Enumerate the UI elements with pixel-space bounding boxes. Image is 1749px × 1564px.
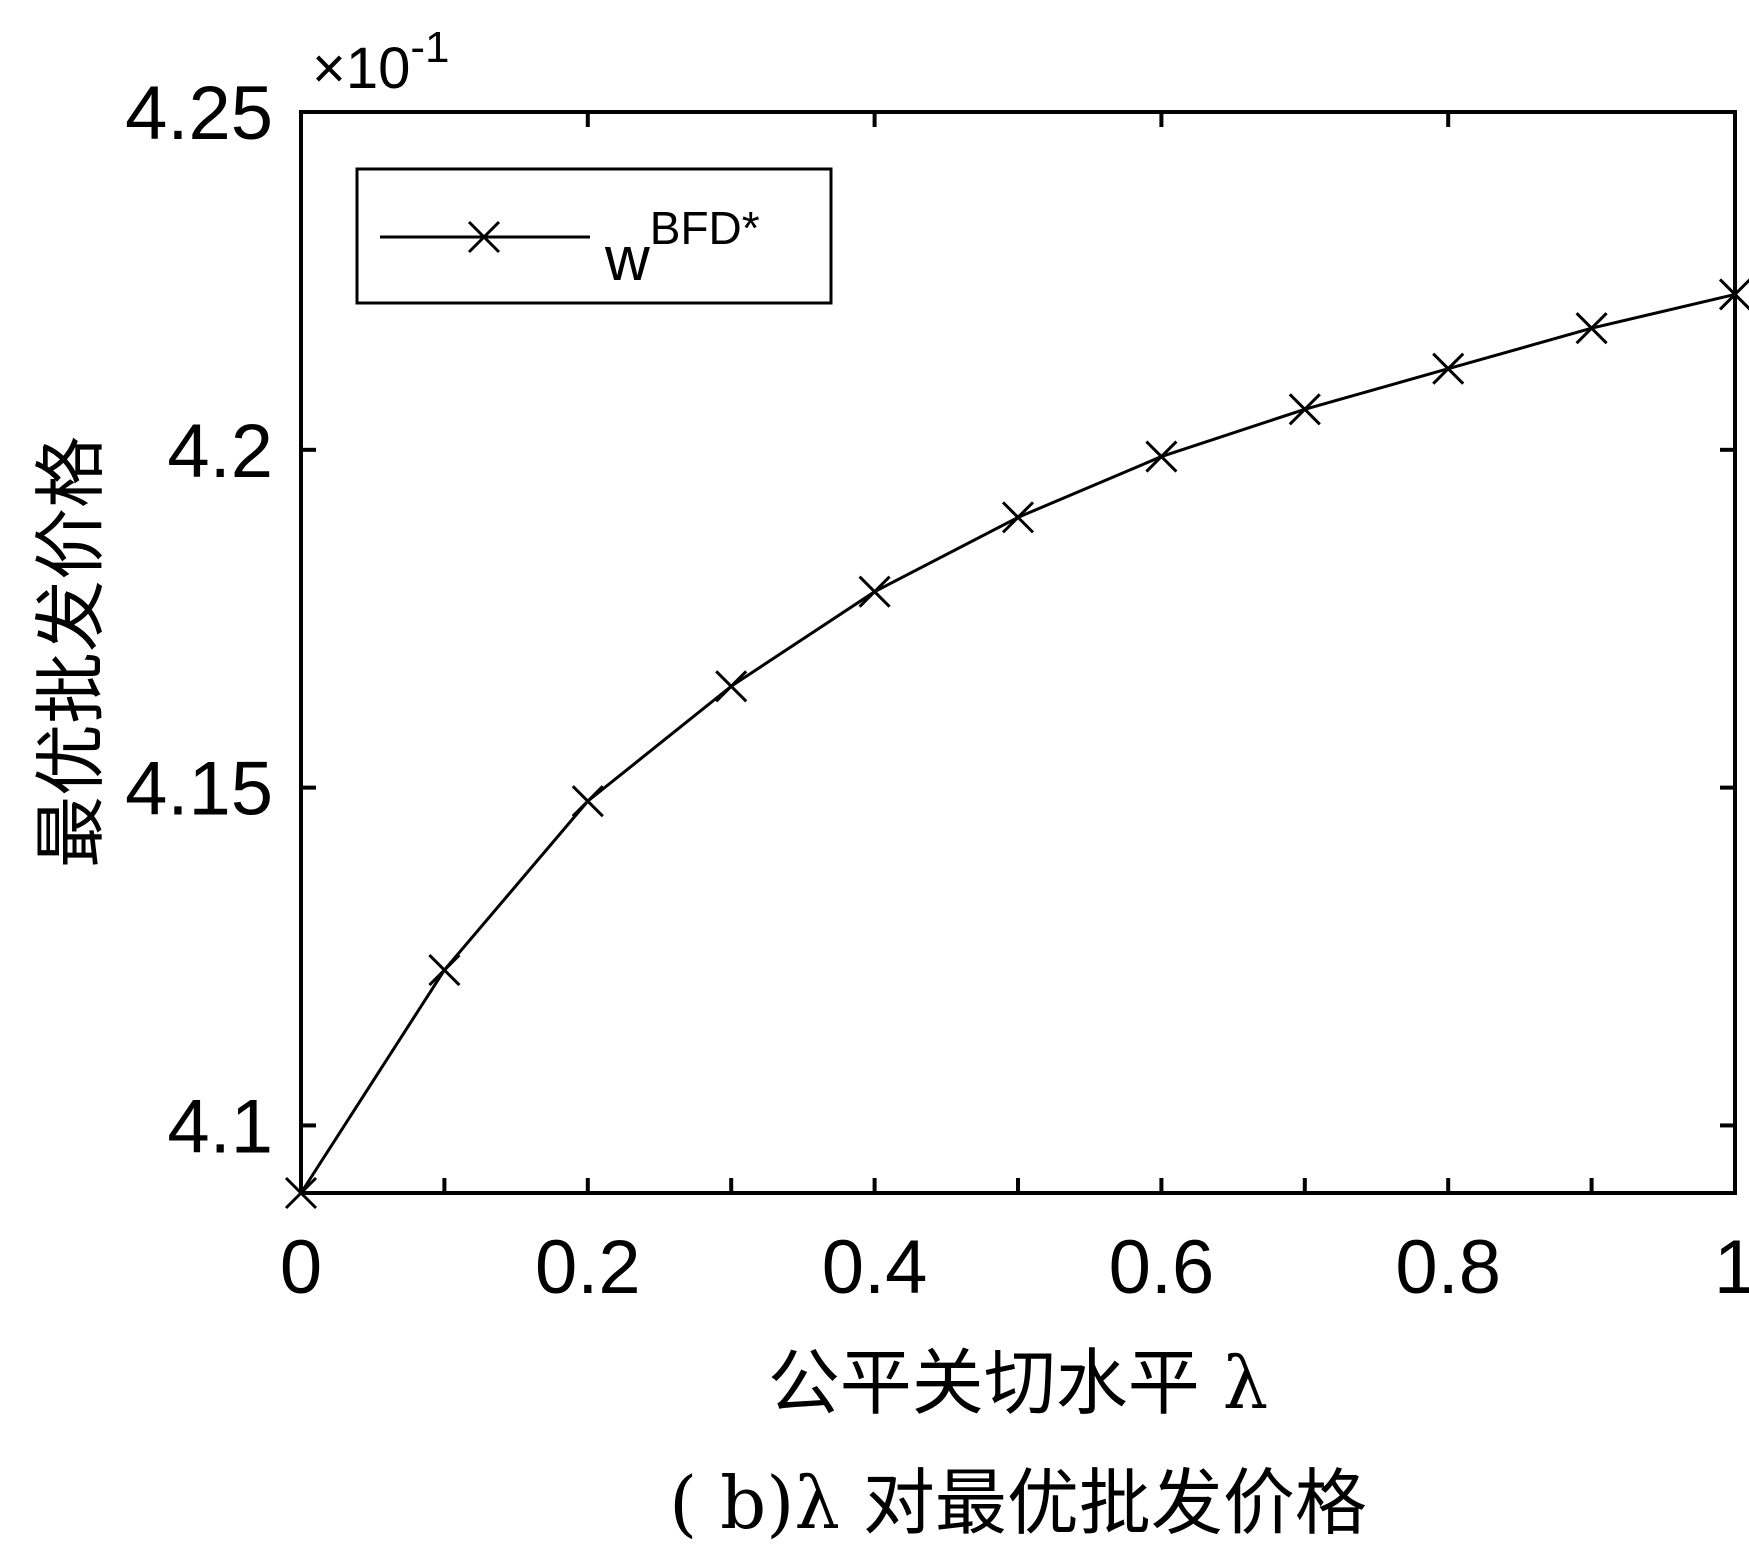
data-point-marker: [1288, 393, 1321, 426]
y-tick-label: 4.1: [167, 1084, 273, 1169]
x-tick-label: 0.4: [822, 1225, 928, 1310]
series-line: [299, 292, 1736, 1194]
legend: wBFD*: [355, 167, 833, 305]
y-multiplier: ×10-1: [312, 23, 450, 101]
data-point-marker: [428, 953, 461, 987]
y-tick-label: 4.2: [167, 409, 273, 494]
data-point-marker: [715, 670, 748, 703]
x-tick-label: 0.2: [535, 1225, 641, 1310]
x-axis-label: 公平关切水平 λ: [768, 1341, 1269, 1425]
data-point-marker: [1001, 501, 1035, 534]
figure-caption: ( b)λ 对最优批发价格: [669, 1461, 1367, 1545]
data-point-marker: [1145, 440, 1178, 473]
x-tick-label: 0.6: [1109, 1225, 1215, 1310]
legend-label: wBFD*: [604, 202, 760, 294]
data-point-marker: [858, 575, 891, 608]
legend-marker: [467, 220, 501, 254]
y-axis-label: 最优批发价格: [29, 436, 113, 868]
data-point-marker: [571, 785, 604, 818]
x-tick-label: 0.8: [1395, 1225, 1501, 1310]
data-point-marker: [1575, 312, 1608, 345]
x-tick-label: 0: [280, 1225, 322, 1310]
y-tick-label: 4.15: [125, 747, 273, 832]
data-point-marker: [1432, 352, 1465, 385]
y-tick-label: 4.25: [125, 71, 273, 156]
x-tick-label: 1: [1714, 1225, 1749, 1310]
